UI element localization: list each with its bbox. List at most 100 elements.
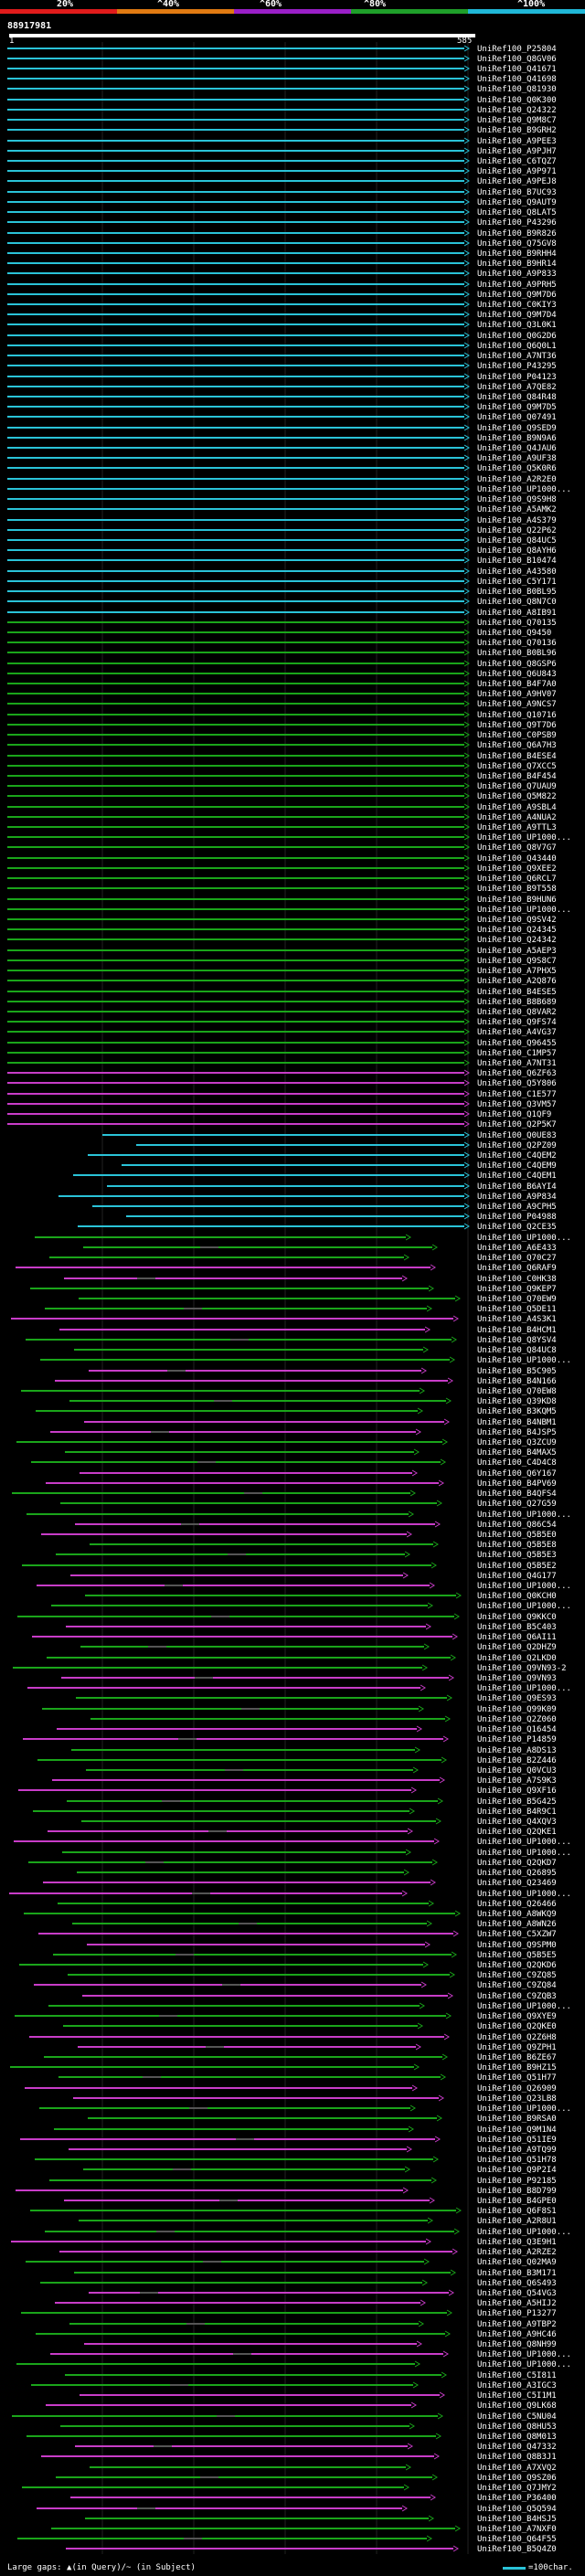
hit-row[interactable]: UniRef100_B7UC93 <box>7 188 557 197</box>
hit-row[interactable]: UniRef100_A4S3K1 <box>11 1315 557 1324</box>
hit-label[interactable]: UniRef100_Q5K0R6 <box>477 464 557 473</box>
hit-row[interactable]: UniRef100_B9T558 <box>7 885 557 894</box>
hit-row[interactable]: UniRef100_Q9XF16 <box>18 1786 557 1796</box>
hit-row[interactable]: UniRef100_A9HC46 <box>36 2330 557 2339</box>
hit-label[interactable]: UniRef100_A9P971 <box>477 167 557 176</box>
hit-label[interactable]: UniRef100_A2RZE2 <box>477 2248 557 2257</box>
hit-label[interactable]: UniRef100_Q9VN93-2 <box>477 1664 567 1673</box>
hit-label[interactable]: UniRef100_B8B689 <box>477 998 557 1007</box>
hit-label[interactable]: UniRef100_Q9AUT9 <box>477 198 557 207</box>
hit-row[interactable]: UniRef100_Q9SED9 <box>7 424 557 433</box>
hit-label[interactable]: UniRef100_Q8AYH6 <box>477 546 557 556</box>
hit-label[interactable]: UniRef100_A5HIJ2 <box>477 2299 557 2308</box>
hit-row[interactable]: UniRef100_Q2QKE1 <box>48 1828 557 1837</box>
hit-row[interactable]: UniRef100_P25804 <box>7 45 557 54</box>
hit-row[interactable]: UniRef100_P13277 <box>21 2309 557 2318</box>
hit-label[interactable]: UniRef100_Q5B5E5 <box>477 1951 557 1960</box>
hit-label[interactable]: UniRef100_Q6RCL7 <box>477 875 557 884</box>
hit-row[interactable]: UniRef100_B5Q4Z0 <box>66 2545 557 2554</box>
hit-label[interactable]: UniRef100_Q8B3J1 <box>477 2453 557 2462</box>
hit-row[interactable]: UniRef100_Q9M7D6 <box>7 291 557 300</box>
hit-row[interactable]: UniRef100_Q7JMY2 <box>22 2484 557 2493</box>
hit-label[interactable]: UniRef100_B4QFS4 <box>477 1489 557 1499</box>
hit-row[interactable]: UniRef100_UP1000... <box>7 833 571 843</box>
hit-label[interactable]: UniRef100_UP1000... <box>477 1684 571 1693</box>
hit-row[interactable]: UniRef100_A9PRH5 <box>7 281 557 290</box>
hit-label[interactable]: UniRef100_B4PV69 <box>477 1479 557 1489</box>
hit-label[interactable]: UniRef100_A9PEJ8 <box>477 177 557 186</box>
hit-row[interactable]: UniRef100_Q9ES93 <box>76 1694 557 1703</box>
hit-row[interactable]: UniRef100_A9SBL4 <box>7 803 557 812</box>
hit-label[interactable]: UniRef100_P36400 <box>477 2494 557 2503</box>
hit-label[interactable]: UniRef100_Q8V7G7 <box>477 843 557 853</box>
hit-row[interactable]: UniRef100_A9TQ99 <box>69 2146 557 2155</box>
hit-row[interactable]: UniRef100_B4HCM1 <box>59 1326 557 1335</box>
hit-label[interactable]: UniRef100_A5AMK2 <box>477 505 557 514</box>
hit-label[interactable]: UniRef100_Q8GV06 <box>477 55 557 64</box>
hit-label[interactable]: UniRef100_Q70EW8 <box>477 1387 557 1396</box>
hit-label[interactable]: UniRef100_Q23469 <box>477 1879 557 1888</box>
hit-row[interactable]: UniRef100_A3IGC3 <box>31 2381 557 2390</box>
hit-row[interactable]: UniRef100_C5I1M1 <box>80 2391 557 2401</box>
hit-label[interactable]: UniRef100_Q8LAT5 <box>477 208 557 217</box>
hit-label[interactable]: UniRef100_A9CPH5 <box>477 1203 557 1212</box>
hit-row[interactable]: UniRef100_Q6AI11 <box>32 1633 557 1642</box>
hit-label[interactable]: UniRef100_B0BL96 <box>477 649 557 658</box>
hit-row[interactable]: UniRef100_Q5Y806 <box>7 1079 557 1088</box>
hit-row[interactable]: UniRef100_Q9XEE2 <box>7 864 557 874</box>
hit-row[interactable]: UniRef100_A7NXF0 <box>51 2525 557 2534</box>
hit-label[interactable]: UniRef100_A8WN26 <box>477 1920 557 1929</box>
hit-label[interactable]: UniRef100_P04123 <box>477 373 557 382</box>
hit-label[interactable]: UniRef100_A9PRH5 <box>477 281 557 290</box>
hit-label[interactable]: UniRef100_B4N166 <box>477 1377 557 1386</box>
hit-row[interactable]: UniRef100_Q26909 <box>25 2084 557 2094</box>
hit-row[interactable]: UniRef100_Q9ZPH1 <box>78 2043 557 2052</box>
hit-label[interactable]: UniRef100_A7PHX5 <box>477 967 557 976</box>
hit-row[interactable]: UniRef100_Q6F8S1 <box>30 2207 557 2216</box>
hit-row[interactable]: UniRef100_Q41671 <box>7 65 557 74</box>
hit-row[interactable]: UniRef100_Q2LKD0 <box>47 1654 557 1663</box>
hit-label[interactable]: UniRef100_Q6Q0L1 <box>477 342 557 351</box>
hit-row[interactable]: UniRef100_C1E577 <box>7 1090 557 1099</box>
hit-label[interactable]: UniRef100_B3KQM5 <box>477 1407 557 1416</box>
hit-row[interactable]: UniRef100_Q3VM57 <box>7 1100 557 1109</box>
hit-label[interactable]: UniRef100_Q4JAU6 <box>477 444 557 453</box>
hit-row[interactable]: UniRef100_P43295 <box>7 362 557 371</box>
hit-row[interactable]: UniRef100_A9P834 <box>58 1193 557 1202</box>
hit-label[interactable]: UniRef100_Q7XCC5 <box>477 762 557 771</box>
hit-row[interactable]: UniRef100_C5Y171 <box>7 578 557 587</box>
hit-label[interactable]: UniRef100_C5I811 <box>477 2371 557 2380</box>
hit-row[interactable]: UniRef100_B4ESE4 <box>7 752 557 761</box>
hit-label[interactable]: UniRef100_Q9VN93 <box>477 1674 557 1683</box>
hit-label[interactable]: UniRef100_Q2Z060 <box>477 1715 557 1724</box>
hit-row[interactable]: UniRef100_B8D799 <box>16 2187 557 2196</box>
hit-row[interactable]: UniRef100_Q9KKC0 <box>17 1613 557 1622</box>
hit-label[interactable]: UniRef100_Q2DHZ9 <box>477 1643 557 1652</box>
hit-row[interactable]: UniRef100_C4QEM1 <box>73 1171 557 1181</box>
hit-row[interactable]: UniRef100_UP1000... <box>37 1582 571 1591</box>
hit-label[interactable]: UniRef100_Q6Y167 <box>477 1469 557 1479</box>
hit-label[interactable]: UniRef100_C5Y171 <box>477 578 557 587</box>
hit-row[interactable]: UniRef100_Q9SV42 <box>7 916 557 925</box>
hit-label[interactable]: UniRef100_Q9450 <box>477 629 551 638</box>
hit-label[interactable]: UniRef100_Q7JMY2 <box>477 2484 557 2493</box>
hit-label[interactable]: UniRef100_A43580 <box>477 567 557 577</box>
hit-label[interactable]: UniRef100_Q8YSV4 <box>477 1336 557 1345</box>
hit-row[interactable]: UniRef100_Q6S493 <box>40 2279 557 2288</box>
hit-label[interactable]: UniRef100_Q0KCH0 <box>477 1592 557 1601</box>
hit-label[interactable]: UniRef100_P04988 <box>477 1213 557 1222</box>
hit-row[interactable]: UniRef100_B4JSP5 <box>50 1428 557 1437</box>
hit-label[interactable]: UniRef100_UP1000... <box>477 1234 571 1243</box>
hit-row[interactable]: UniRef100_Q43440 <box>7 854 557 864</box>
hit-label[interactable]: UniRef100_UP1000... <box>477 2350 571 2359</box>
hit-label[interactable]: UniRef100_P25804 <box>477 45 557 54</box>
hit-row[interactable]: UniRef100_Q6ZF63 <box>7 1069 557 1078</box>
hit-row[interactable]: UniRef100_B4F454 <box>7 772 557 781</box>
hit-row[interactable]: UniRef100_Q9LK68 <box>46 2401 557 2411</box>
hit-label[interactable]: UniRef100_Q9S9H8 <box>477 495 557 504</box>
hit-row[interactable]: UniRef100_A7XVQ2 <box>90 2464 557 2473</box>
hit-row[interactable]: UniRef100_Q8V7G7 <box>7 843 557 853</box>
hit-row[interactable]: UniRef100_Q9SPM0 <box>87 1941 557 1950</box>
hit-row[interactable]: UniRef100_B6ZE67 <box>44 2053 557 2062</box>
hit-label[interactable]: UniRef100_A9TTL3 <box>477 823 557 832</box>
